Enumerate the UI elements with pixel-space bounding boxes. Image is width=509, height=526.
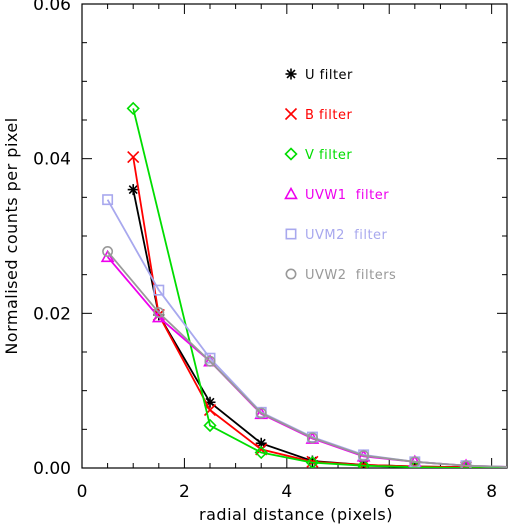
legend-label-b-filter: B filter [305,108,352,123]
tick-labels: 0 2 4 6 8 0.00 0.02 0.04 0.06 [33,0,497,502]
data-point-v-filter [203,418,217,433]
data-point-uvm2-filter [102,194,114,206]
data-point-v-filter [356,459,371,468]
x-tick-label: 8 [486,482,497,502]
legend-marker-uvw2-filters [285,268,297,280]
series-layer [100,101,507,468]
legend-label-v-filter: V filter [305,148,352,163]
data-point-u-filter [127,184,139,196]
x-tick-label: 0 [77,482,88,502]
data-point-b-filter [127,151,140,164]
series-line-b-filter [132,156,507,468]
y-tick-label: 0.04 [33,150,71,170]
legend: U filter B filter V filter UVW1 filter UVM2 … [284,68,396,283]
data-point-uvw2-filters [306,432,318,444]
data-point-uvw2-filters [255,407,267,419]
legend-marker-u-filter [285,68,297,80]
data-point-uvm2-filter [153,284,165,296]
data-point-uvw2-filters [358,450,370,462]
legend-label-uvw2-filters: UVW2 filters [305,268,396,283]
series-uvw2-filters [102,245,507,468]
x-tick-label: 6 [384,482,395,502]
legend-marker-b-filter [284,107,298,121]
series-line-v-filter [132,108,507,468]
y-axis-label: Normalised counts per pixel [2,117,21,354]
series-uvw1-filter [100,249,507,468]
legend-marker-uvw1-filter [284,186,298,200]
data-point-uvw2-filters [153,307,165,319]
data-point-uvw2-filters [409,456,421,468]
legend-label-uvm2-filter: UVM2 filter [305,228,388,243]
legend-marker-v-filter [284,147,298,161]
data-point-uvw2-filters [204,355,216,367]
legend-label-uvw1-filter: UVW1 filter [305,188,389,203]
data-point-uvm2-filter [204,352,216,364]
x-axis-label: radial distance (pixels) [199,505,393,524]
series-line-uvw2-filters [106,250,507,468]
legend-label-u-filter: U filter [305,68,353,83]
data-point-v-filter [254,445,268,460]
data-point-uvw2-filters [460,460,472,468]
data-point-uvw1-filter [100,249,115,263]
legend-marker-uvm2-filter [285,228,297,240]
x-tick-label: 4 [281,482,292,502]
y-tick-label: 0.06 [33,0,71,15]
x-tick-label: 2 [179,482,190,502]
data-point-uvw2-filters [102,245,114,257]
y-tick-label: 0.02 [33,304,71,324]
data-point-v-filter [305,455,320,468]
y-tick-label: 0.00 [33,459,71,479]
data-point-v-filter [126,101,140,116]
axis-ticks [81,3,507,469]
